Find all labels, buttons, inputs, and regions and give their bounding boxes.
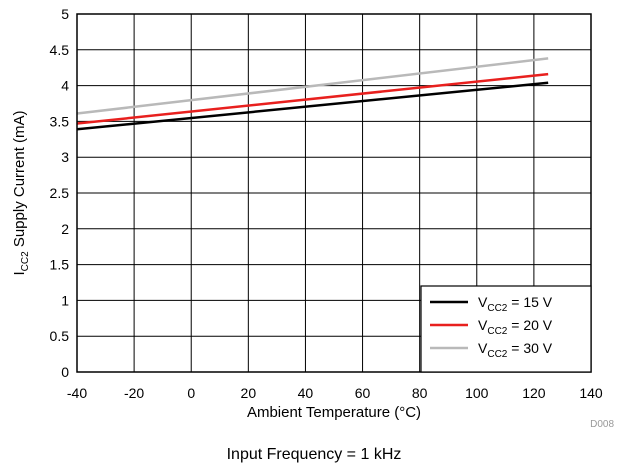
x-tick-label: 80 — [412, 385, 428, 401]
series-lines — [76, 57, 549, 131]
series-line — [76, 81, 549, 131]
x-tick-label: 40 — [298, 385, 314, 401]
legend-label-base: V — [478, 294, 488, 310]
y-tick-label: 0 — [61, 364, 69, 380]
y-axis-label-subscript: CC2 — [20, 251, 31, 271]
x-tick-label: -40 — [67, 385, 87, 401]
x-tick-labels: -40 -20 0 20 40 60 80 100 120 140 — [67, 385, 603, 401]
x-axis-label: Ambient Temperature (°C) — [247, 404, 421, 421]
x-tick-label: 100 — [465, 385, 489, 401]
legend-label-subscript: CC2 — [487, 349, 507, 360]
y-tick-label: 2 — [61, 221, 69, 237]
y-tick-labels: 0 0.5 1 1.5 2 2.5 3 3.5 4 4.5 5 — [50, 6, 70, 380]
y-tick-label: 4 — [61, 78, 69, 94]
x-tick-label: 120 — [522, 385, 546, 401]
legend-label-subscript: CC2 — [487, 326, 507, 337]
y-axis-label-rest: Supply Current (mA) — [11, 110, 28, 251]
legend-label-base: V — [478, 317, 488, 333]
y-tick-label: 0.5 — [50, 328, 70, 344]
figure-code: D008 — [590, 419, 614, 430]
y-tick-label: 1 — [61, 292, 69, 308]
y-axis-label-base: I — [11, 271, 28, 275]
legend-label: VCC2 = 30 V — [478, 340, 553, 360]
y-tick-label: 3 — [61, 149, 69, 165]
y-tick-label: 4.5 — [50, 42, 70, 58]
y-tick-label: 1.5 — [50, 257, 70, 273]
y-tick-label: 5 — [61, 6, 69, 22]
x-tick-label: 60 — [355, 385, 371, 401]
series-line — [76, 72, 549, 125]
legend-label-rest: = 30 V — [507, 340, 552, 356]
legend-label-rest: = 15 V — [507, 294, 552, 310]
y-tick-label: 3.5 — [50, 113, 70, 129]
figure-caption: Input Frequency = 1 kHz — [227, 446, 402, 463]
legend-label-base: V — [478, 340, 488, 356]
legend-label: VCC2 = 20 V — [478, 317, 553, 337]
legend-box — [420, 285, 592, 373]
x-tick-label: 20 — [241, 385, 257, 401]
legend-label-subscript: CC2 — [487, 303, 507, 314]
y-axis-label: ICC2 Supply Current (mA) — [11, 110, 31, 275]
x-tick-label: -20 — [124, 385, 144, 401]
x-tick-label: 140 — [579, 385, 603, 401]
plot-area-frame — [76, 13, 592, 373]
x-tick-label: 0 — [187, 385, 195, 401]
legend-label-rest: = 20 V — [507, 317, 552, 333]
y-tick-label: 2.5 — [50, 185, 70, 201]
legend-label: VCC2 = 15 V — [478, 294, 553, 314]
series-line — [76, 57, 549, 115]
